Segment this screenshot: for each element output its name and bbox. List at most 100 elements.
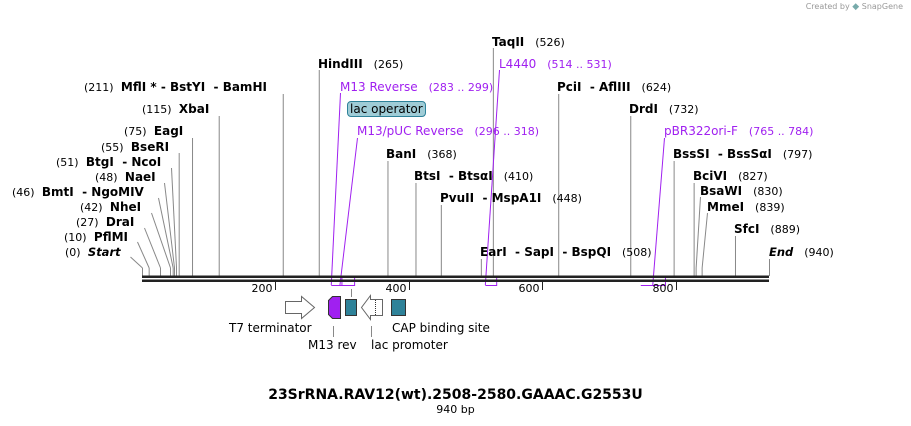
site-label[interactable]: DrdI (732) (629, 102, 699, 117)
site-label[interactable]: BtsI - BtsαI (410) (414, 169, 533, 184)
site-name: BssSI - BssSαI (673, 147, 772, 161)
site-name: NheI (109, 200, 142, 214)
cap-binding-site-box[interactable] (391, 299, 406, 316)
site-position: (48) (95, 171, 118, 184)
site-line (158, 197, 174, 269)
site-label[interactable]: (75) EagI (124, 124, 183, 139)
site-name: BsaWI (700, 184, 743, 198)
site-line (701, 212, 708, 269)
t7-terminator-arrow[interactable] (285, 295, 316, 320)
site-label[interactable]: HindIII (265) (318, 57, 403, 72)
site-position: (10) (64, 231, 87, 244)
site-line (151, 212, 171, 269)
lac-promoter-arrow[interactable] (360, 294, 383, 321)
site-label[interactable]: (46) BmtI - NgoMIV (12, 185, 144, 200)
site-label[interactable]: EarI - SapI - BspQI (508) (480, 245, 652, 260)
site-label[interactable]: BciVI (827) (693, 169, 768, 184)
site-position: (827) (738, 170, 768, 183)
site-position: (797) (782, 148, 813, 161)
site-position: (940) (804, 246, 834, 259)
cap-binding-site-label: CAP binding site (392, 321, 490, 335)
site-line (137, 241, 150, 269)
site-label[interactable]: (55) BseRI (101, 140, 169, 155)
site-label[interactable]: (27) DraI (76, 215, 134, 230)
site-name: TaqII (492, 35, 525, 49)
site-name: PciI - AflIII (557, 80, 631, 94)
ruler-tick-label: 200 (251, 282, 273, 295)
site-position: (46) (12, 186, 35, 199)
site-position: (55) (101, 141, 124, 154)
site-name: HindIII (318, 57, 363, 71)
site-name: BtgI - NcoI (85, 155, 162, 169)
site-name: Start (87, 245, 121, 259)
site-label[interactable]: (42) NheI (80, 200, 141, 215)
primer-name: L4440 (499, 57, 537, 71)
primer-line (339, 137, 358, 286)
m13-rev-arrow[interactable] (328, 296, 341, 319)
sequence-length: 940 bp (436, 403, 475, 416)
m13-rev-label: M13 rev (308, 338, 357, 352)
snapgene-logo: ◆ (852, 2, 860, 12)
site-label[interactable]: SfcI (889) (734, 222, 800, 237)
site-position: (368) (427, 148, 457, 161)
site-name: XbaI (178, 102, 210, 116)
site-label[interactable]: TaqII (526) (492, 35, 565, 50)
site-position: (115) (142, 103, 172, 116)
credit-brand: SnapGene (861, 2, 903, 11)
snapgene-credit: Created by ◆ SnapGene (806, 2, 903, 12)
primer-label[interactable]: M13 Reverse (283 .. 299) (340, 80, 493, 95)
site-position: (75) (124, 125, 147, 138)
primer-label[interactable]: M13/pUC Reverse (296 .. 318) (357, 124, 539, 139)
site-name: SfcI (734, 222, 760, 236)
site-position: (42) (80, 201, 103, 214)
site-position: (410) (503, 170, 534, 183)
site-name: DrdI (629, 102, 658, 116)
site-label[interactable]: BsaWI (830) (700, 184, 783, 199)
site-position: (265) (373, 58, 404, 71)
site-label[interactable]: (115) XbaI (142, 102, 209, 117)
site-label[interactable]: (48) NaeI (95, 170, 156, 185)
site-name: PvuII - MspA1I (440, 191, 542, 205)
site-name: BmtI - NgoMIV (41, 185, 144, 199)
site-name: MmeI (707, 200, 745, 214)
lac-promoter-label: lac promoter (371, 338, 448, 352)
primer-range: (296 .. 318) (474, 125, 540, 138)
site-label[interactable]: MmeI (839) (707, 200, 785, 215)
site-position: (508) (622, 246, 652, 259)
site-position: (448) (552, 192, 582, 205)
site-line (164, 182, 176, 269)
site-position: (27) (76, 216, 99, 229)
site-position: (0) (65, 246, 81, 259)
site-name: MflI * - BstYI - BamHI (120, 80, 267, 94)
site-name: BseRI (130, 140, 170, 154)
site-label[interactable]: (10) PflMI (64, 230, 128, 245)
site-name: DraI (105, 215, 135, 229)
primer-range: (765 .. 784) (748, 125, 814, 138)
site-label[interactable]: End (940) (769, 245, 834, 260)
site-line (695, 196, 701, 269)
site-label[interactable]: BssSI - BssSαI (797) (673, 147, 812, 162)
primer-name: M13/pUC Reverse (357, 124, 464, 138)
site-label[interactable]: (0) Start (65, 245, 121, 260)
site-name: BanI (386, 147, 417, 161)
primer-range: (514 .. 531) (547, 58, 612, 71)
site-label[interactable]: PciI - AflIII (624) (557, 80, 671, 95)
ruler-bottom-strand (142, 279, 769, 282)
site-label[interactable]: (51) BtgI - NcoI (56, 155, 161, 170)
site-label[interactable]: BanI (368) (386, 147, 457, 162)
primer-line (484, 69, 500, 286)
site-name: PflMI (93, 230, 129, 244)
site-label[interactable]: (211) MflI * - BstYI - BamHI (84, 80, 267, 95)
site-name: BciVI (693, 169, 728, 183)
site-position: (624) (641, 81, 672, 94)
ruler-top-strand (142, 275, 769, 278)
lac-operator-label[interactable]: lac operator (347, 101, 426, 117)
primer-label[interactable]: L4440 (514 .. 531) (499, 57, 612, 72)
primer-name: pBR322ori-F (664, 124, 738, 138)
primer-label[interactable]: pBR322ori-F (765 .. 784) (664, 124, 813, 139)
site-name: BtsI - BtsαI (414, 169, 493, 183)
sequence-title: 23SrRNA.RAV12(wt).2508-2580.GAAAC.G2553U (268, 387, 643, 403)
site-label[interactable]: PvuII - MspA1I (448) (440, 191, 582, 206)
lac-operator-box[interactable] (345, 299, 357, 316)
